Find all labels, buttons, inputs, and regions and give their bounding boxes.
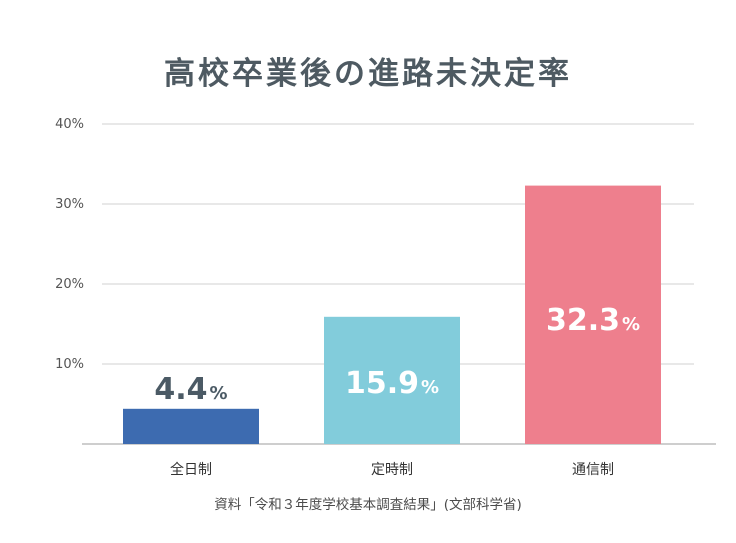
bars	[123, 185, 661, 444]
bar	[324, 316, 460, 444]
x-category-label: 定時制	[371, 462, 413, 478]
data-label: 4.4%	[154, 372, 227, 407]
source-note: 資料「令和３年度学校基本調査結果」(文部科学省)	[214, 497, 522, 513]
bar	[123, 408, 259, 444]
chart-title: 高校卒業後の進路未決定率	[164, 56, 572, 92]
y-axis-ticks: 10% 20% 30% 40%	[55, 117, 84, 372]
x-axis-labels: 全日制 定時制 通信制	[170, 461, 614, 478]
y-tick-label: 10%	[55, 357, 84, 372]
y-tick-label: 30%	[55, 197, 84, 212]
data-labels: 4.4% 15.9 % 32.3%	[154, 303, 640, 407]
y-tick-label: 40%	[55, 117, 84, 132]
data-label: 15.9%	[345, 366, 439, 401]
x-category-label: 全日制	[170, 461, 212, 478]
x-category-label: 通信制	[572, 462, 614, 478]
data-label: 32.3%	[546, 303, 640, 338]
bar	[525, 185, 661, 444]
y-tick-label: 20%	[55, 277, 84, 292]
